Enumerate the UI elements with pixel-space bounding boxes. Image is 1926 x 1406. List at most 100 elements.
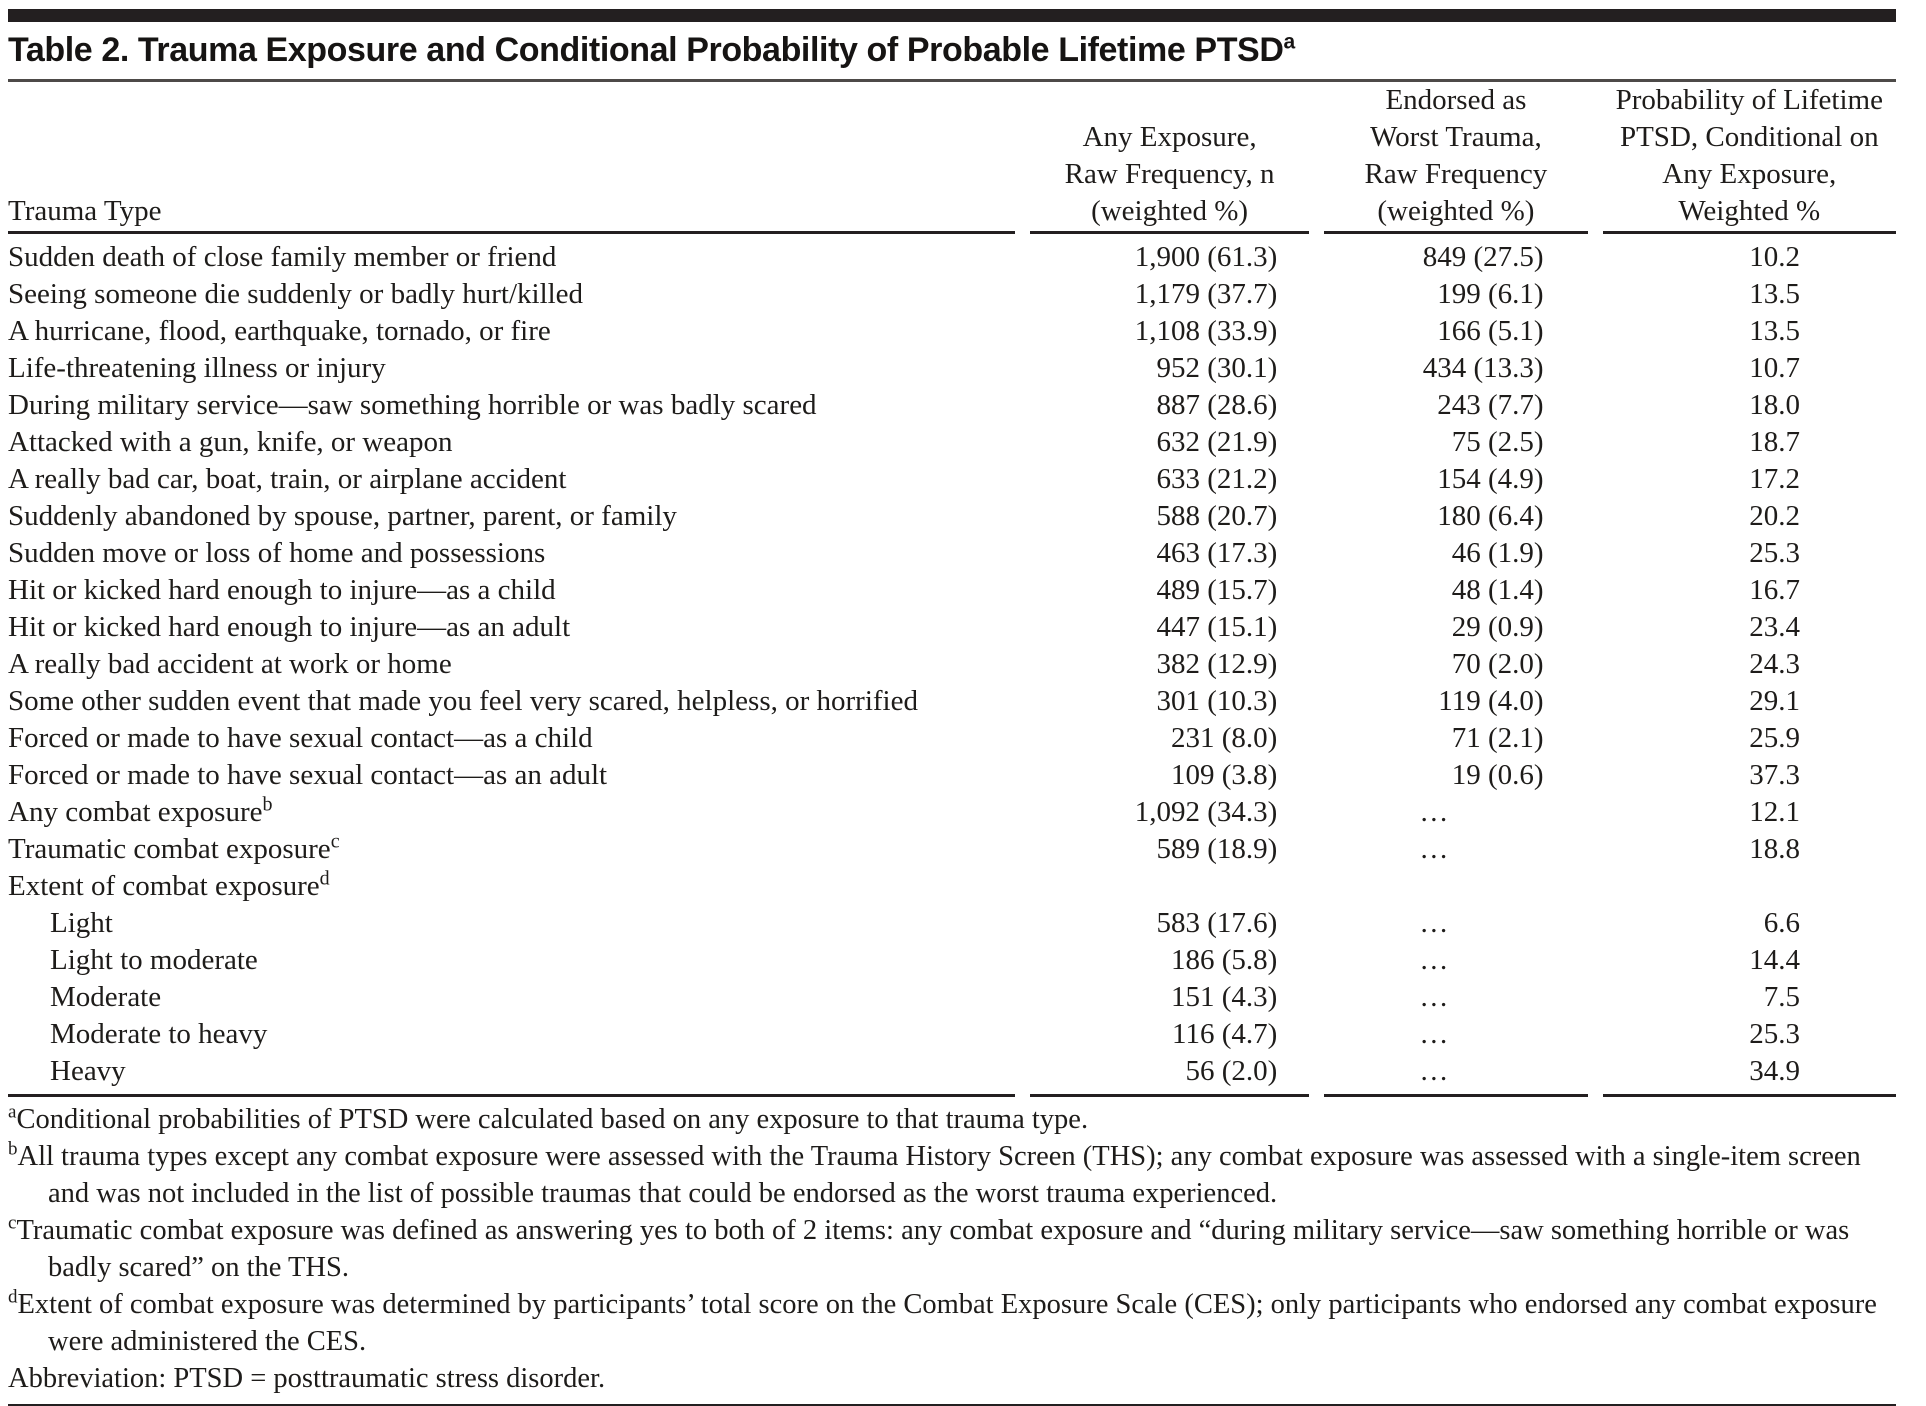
probability-value: 7.5 bbox=[1763, 981, 1800, 1013]
trauma-type-cell: Moderate bbox=[8, 979, 1015, 1016]
worst-trauma-value: … bbox=[1324, 1053, 1588, 1097]
table-row: Sudden death of close family member or f… bbox=[8, 234, 1896, 276]
any-exposure-value: 887 (28.6) bbox=[1156, 389, 1278, 421]
any-exposure-value: 588 (20.7) bbox=[1156, 500, 1278, 532]
worst-trauma-value: 48 (1.4) bbox=[1451, 574, 1544, 606]
trauma-type-label: Sudden death of close family member or f… bbox=[8, 241, 557, 273]
worst-trauma-value bbox=[1324, 868, 1587, 905]
worst-trauma-value: 29 (0.9) bbox=[1451, 611, 1544, 643]
title-bottom-rule bbox=[8, 79, 1896, 82]
trauma-type-label: Light bbox=[50, 907, 113, 939]
trauma-type-cell: During military service—saw something ho… bbox=[8, 387, 1015, 424]
probability-value bbox=[1603, 868, 1896, 905]
probability-value: 13.5 bbox=[1749, 278, 1800, 310]
table-title-superscript: a bbox=[1283, 30, 1296, 54]
probability-value: 25.3 bbox=[1749, 1018, 1800, 1050]
any-exposure-value: 633 (21.2) bbox=[1156, 463, 1278, 495]
trauma-type-cell: Forced or made to have sexual contact—as… bbox=[8, 720, 1015, 757]
trauma-type-label: Light to moderate bbox=[50, 944, 258, 976]
table-bottom-rule bbox=[8, 1404, 1896, 1406]
trauma-type-label: Life-threatening illness or injury bbox=[8, 352, 386, 384]
table-title: Table 2. Trauma Exposure and Conditional… bbox=[8, 22, 1896, 79]
table-row: Moderate to heavy 116 (4.7) … 25.3 bbox=[8, 1016, 1896, 1053]
footnote-marker: b bbox=[8, 1138, 18, 1160]
worst-trauma-value: 180 (6.4) bbox=[1437, 500, 1544, 532]
any-exposure-value: 952 (30.1) bbox=[1156, 352, 1278, 384]
any-exposure-value: 151 (4.3) bbox=[1170, 981, 1278, 1013]
probability-value: 37.3 bbox=[1749, 759, 1800, 791]
table-row: Life-threatening illness or injury 952 (… bbox=[8, 350, 1896, 387]
table-row: Hit or kicked hard enough to injure—as a… bbox=[8, 572, 1896, 609]
table-row: Forced or made to have sexual contact—as… bbox=[8, 757, 1896, 794]
worst-trauma-value: … bbox=[1419, 981, 1449, 1013]
any-exposure-value: 583 (17.6) bbox=[1156, 907, 1278, 939]
header-line: Any Exposure, bbox=[1662, 158, 1837, 190]
footnote-marker: d bbox=[8, 1286, 18, 1308]
header-line: Weighted % bbox=[1678, 195, 1821, 227]
column-header-trauma-type: Trauma Type bbox=[8, 82, 1015, 234]
probability-value: 10.2 bbox=[1749, 241, 1800, 273]
trauma-type-cell: Hit or kicked hard enough to injure—as a… bbox=[8, 609, 1015, 646]
trauma-type-label: Attacked with a gun, knife, or weapon bbox=[8, 426, 453, 458]
table-row: Sudden move or loss of home and possessi… bbox=[8, 535, 1896, 572]
header-line: Raw Frequency bbox=[1364, 158, 1548, 190]
any-exposure-value: 1,900 (61.3) bbox=[1134, 241, 1278, 273]
footnote: cTraumatic combat exposure was defined a… bbox=[8, 1212, 1896, 1286]
probability-value: 17.2 bbox=[1749, 463, 1800, 495]
row-superscript: c bbox=[330, 830, 340, 853]
header-line: Probability of Lifetime bbox=[1615, 84, 1883, 116]
column-header-worst-trauma: Endorsed as Worst Trauma, Raw Frequency … bbox=[1324, 82, 1588, 234]
table-row: Traumatic combat exposurec 589 (18.9) … … bbox=[8, 831, 1896, 868]
table-row: A really bad car, boat, train, or airpla… bbox=[8, 461, 1896, 498]
footnote-marker: c bbox=[8, 1212, 17, 1234]
trauma-type-cell: Sudden death of close family member or f… bbox=[8, 234, 1015, 276]
trauma-type-cell: A hurricane, flood, earthquake, tornado,… bbox=[8, 313, 1015, 350]
footnote-text: Extent of combat exposure was determined… bbox=[17, 1289, 1877, 1357]
any-exposure-value: 301 (10.3) bbox=[1156, 685, 1278, 717]
trauma-type-label: Moderate to heavy bbox=[50, 1018, 268, 1050]
footnote-text: Abbreviation: PTSD = posttraumatic stres… bbox=[8, 1363, 606, 1394]
trauma-type-label: During military service—saw something ho… bbox=[8, 389, 817, 421]
worst-trauma-value: … bbox=[1419, 944, 1449, 976]
worst-trauma-value: 199 (6.1) bbox=[1437, 278, 1544, 310]
any-exposure-value bbox=[1030, 868, 1309, 905]
trauma-type-cell: Some other sudden event that made you fe… bbox=[8, 683, 1015, 720]
footnote: dExtent of combat exposure was determine… bbox=[8, 1286, 1896, 1360]
trauma-type-label: Forced or made to have sexual contact—as… bbox=[8, 722, 593, 754]
trauma-type-label: Forced or made to have sexual contact—as… bbox=[8, 759, 608, 791]
worst-trauma-value: 70 (2.0) bbox=[1451, 648, 1544, 680]
footnote-text: Traumatic combat exposure was defined as… bbox=[16, 1215, 1850, 1283]
probability-value: 6.6 bbox=[1763, 907, 1800, 939]
table-title-text: Table 2. Trauma Exposure and Conditional… bbox=[8, 31, 1284, 69]
trauma-type-cell: Moderate to heavy bbox=[8, 1016, 1015, 1053]
header-line: (weighted %) bbox=[1091, 195, 1249, 227]
column-header-probability-ptsd: Probability of Lifetime PTSD, Conditiona… bbox=[1602, 82, 1896, 234]
any-exposure-value: 231 (8.0) bbox=[1170, 722, 1278, 754]
any-exposure-value: 1,108 (33.9) bbox=[1134, 315, 1278, 347]
trauma-type-label: Suddenly abandoned by spouse, partner, p… bbox=[8, 500, 677, 532]
table-row: During military service—saw something ho… bbox=[8, 387, 1896, 424]
trauma-type-cell: A really bad accident at work or home bbox=[8, 646, 1015, 683]
column-header-any-exposure: Any Exposure, Raw Frequency, n (weighted… bbox=[1029, 82, 1310, 234]
trauma-type-cell: Light to moderate bbox=[8, 942, 1015, 979]
trauma-type-cell: A really bad car, boat, train, or airpla… bbox=[8, 461, 1015, 498]
footnote: bAll trauma types except any combat expo… bbox=[8, 1138, 1896, 1212]
table-row: Some other sudden event that made you fe… bbox=[8, 683, 1896, 720]
any-exposure-value: 632 (21.9) bbox=[1156, 426, 1278, 458]
any-exposure-value: 56 (2.0) bbox=[1029, 1053, 1310, 1097]
trauma-type-label: Sudden move or loss of home and possessi… bbox=[8, 537, 546, 569]
header-line: Endorsed as bbox=[1385, 84, 1527, 116]
table-row: Light 583 (17.6) … 6.6 bbox=[8, 905, 1896, 942]
table-row: Suddenly abandoned by spouse, partner, p… bbox=[8, 498, 1896, 535]
table-row: Seeing someone die suddenly or badly hur… bbox=[8, 276, 1896, 313]
footnote: Abbreviation: PTSD = posttraumatic stres… bbox=[8, 1360, 1896, 1397]
any-exposure-value: 186 (5.8) bbox=[1170, 944, 1278, 976]
title-top-rule bbox=[8, 9, 1896, 22]
worst-trauma-value: 154 (4.9) bbox=[1437, 463, 1544, 495]
worst-trauma-value: … bbox=[1419, 907, 1449, 939]
trauma-type-label: A really bad accident at work or home bbox=[8, 648, 452, 680]
worst-trauma-value: … bbox=[1419, 796, 1449, 828]
row-superscript: d bbox=[319, 867, 330, 890]
probability-value: 34.9 bbox=[1602, 1053, 1896, 1097]
any-exposure-value: 463 (17.3) bbox=[1156, 537, 1278, 569]
